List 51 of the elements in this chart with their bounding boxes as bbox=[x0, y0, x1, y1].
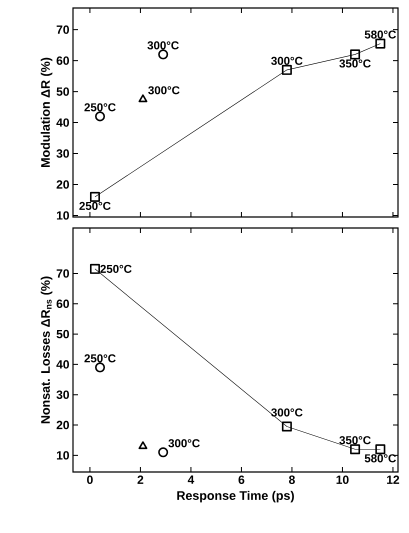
point bbox=[375, 38, 386, 49]
x-axis-title: Response Time (ps) bbox=[177, 490, 294, 502]
y-tick-label: 70 bbox=[56, 25, 69, 34]
point bbox=[350, 444, 360, 454]
x-tick-label: 4 bbox=[188, 476, 194, 484]
point bbox=[90, 264, 100, 274]
y-tick-label: 30 bbox=[56, 149, 69, 158]
point bbox=[95, 111, 106, 122]
annotation: 300°C bbox=[148, 86, 180, 94]
annotation: 250°C bbox=[84, 354, 116, 362]
y-tick-label: 20 bbox=[56, 180, 69, 189]
x-tick-label: 2 bbox=[138, 476, 144, 484]
point bbox=[158, 49, 168, 60]
y-tick-label: 70 bbox=[56, 269, 69, 278]
y-axis-title: Modulation ΔR (%) bbox=[40, 58, 52, 167]
y-axis-title: Nonsat. Losses ΔR$_{ns}$ (%) bbox=[40, 276, 52, 424]
point bbox=[90, 192, 100, 202]
point bbox=[282, 64, 292, 75]
point bbox=[95, 362, 106, 372]
annotation: 250°C bbox=[79, 202, 111, 210]
y-tick-label: 10 bbox=[56, 451, 69, 460]
point bbox=[138, 441, 148, 450]
point bbox=[350, 49, 360, 60]
annotation: 300°C bbox=[271, 408, 303, 417]
y-tick-label: 50 bbox=[56, 330, 69, 338]
x-tick-label: 10 bbox=[336, 476, 349, 484]
point bbox=[158, 447, 168, 458]
annotation: 350°C bbox=[339, 436, 371, 444]
y-tick-label: 40 bbox=[56, 360, 69, 369]
annotation: 300°C bbox=[147, 41, 179, 50]
annotation: 300°C bbox=[168, 439, 200, 448]
y-tick-label: 10 bbox=[56, 211, 69, 220]
annotation: 250°C bbox=[100, 264, 132, 273]
y-tick-label: 50 bbox=[56, 87, 69, 96]
y-tick-label: 20 bbox=[56, 420, 69, 430]
y-tick-label: 60 bbox=[56, 300, 69, 308]
point bbox=[138, 94, 148, 102]
x-tick-label: 6 bbox=[238, 476, 244, 484]
annotation: 250°C bbox=[84, 103, 116, 112]
x-tick-label: 8 bbox=[288, 476, 295, 484]
point bbox=[375, 444, 386, 454]
y-tick-label: 30 bbox=[56, 390, 69, 399]
annotation: 300°C bbox=[271, 56, 303, 65]
annotation: 580°C bbox=[364, 454, 396, 462]
y-tick-label: 60 bbox=[56, 56, 69, 65]
point bbox=[282, 422, 292, 432]
x-tick-label: 12 bbox=[387, 476, 400, 484]
annotation: 350°C bbox=[339, 59, 371, 68]
annotation: 580°C bbox=[364, 30, 396, 39]
x-tick-label: 0 bbox=[87, 476, 93, 484]
y-tick-label: 40 bbox=[56, 118, 69, 127]
